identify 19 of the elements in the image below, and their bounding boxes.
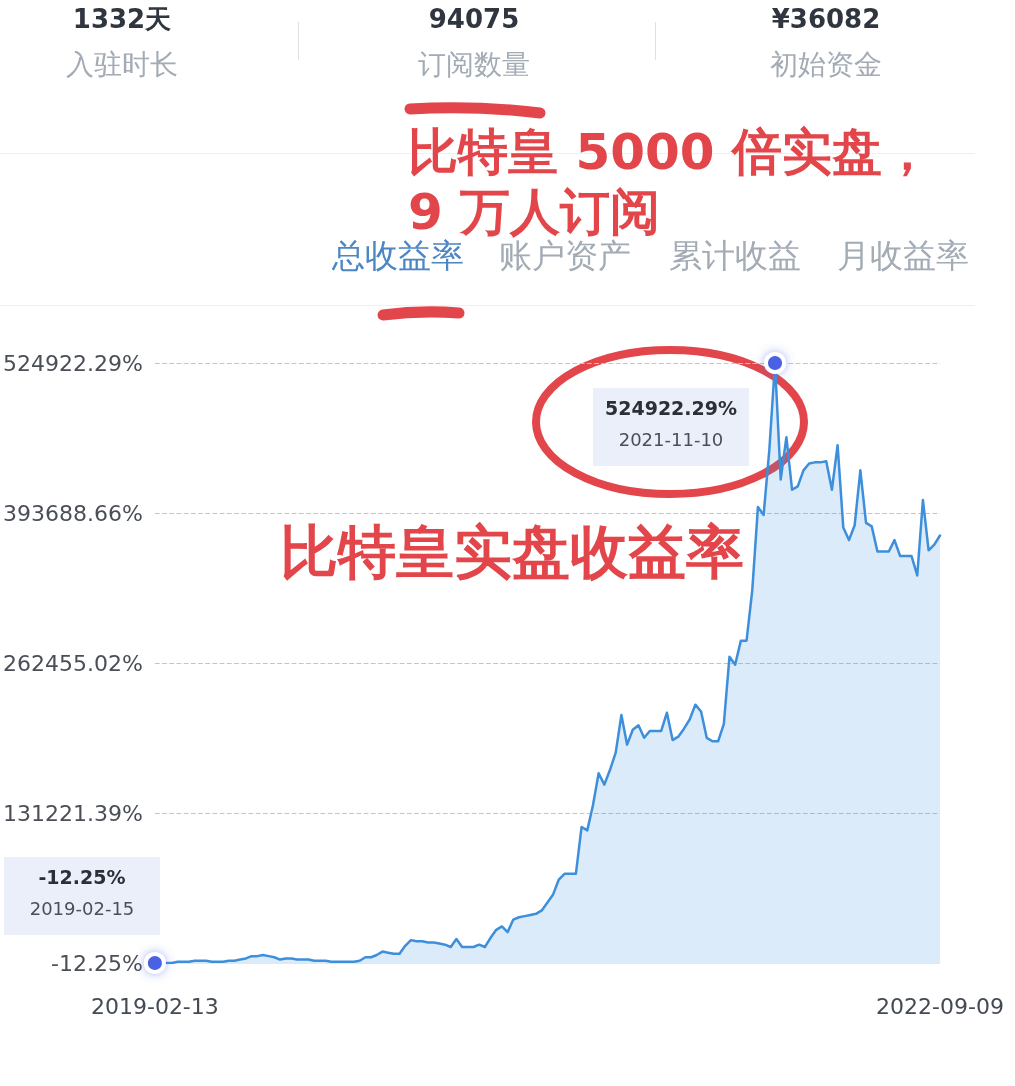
text: 月收益率 <box>837 236 969 276</box>
y-tick-label: 524922.29% <box>3 350 143 376</box>
text: -12.25% 2019-02-15 <box>29 865 135 919</box>
text: 总收益率 <box>332 236 464 276</box>
x-tick-label: 2022-09-09 <box>876 993 1004 1019</box>
text: 初始资金 <box>770 48 882 82</box>
y-tick-label: 262455.02% <box>3 650 143 676</box>
text: 94075 <box>428 4 520 36</box>
y-tick-label: -12.25% <box>51 950 143 976</box>
annotation: 524922.29% 2021-11-10 <box>604 396 738 450</box>
annotation: 比特皇实盘收益率 <box>280 518 744 588</box>
text: 累计收益 <box>669 236 801 276</box>
y-tick-label: 131221.39% <box>3 800 143 826</box>
x-tick-label: 2019-02-13 <box>90 993 219 1019</box>
y-tick-label: 393688.66% <box>3 500 143 526</box>
text: 订阅数量 <box>418 48 530 82</box>
text: 入驻时长 <box>66 48 178 82</box>
text: ¥36082 <box>771 4 881 36</box>
text: 1332天 <box>72 4 172 36</box>
